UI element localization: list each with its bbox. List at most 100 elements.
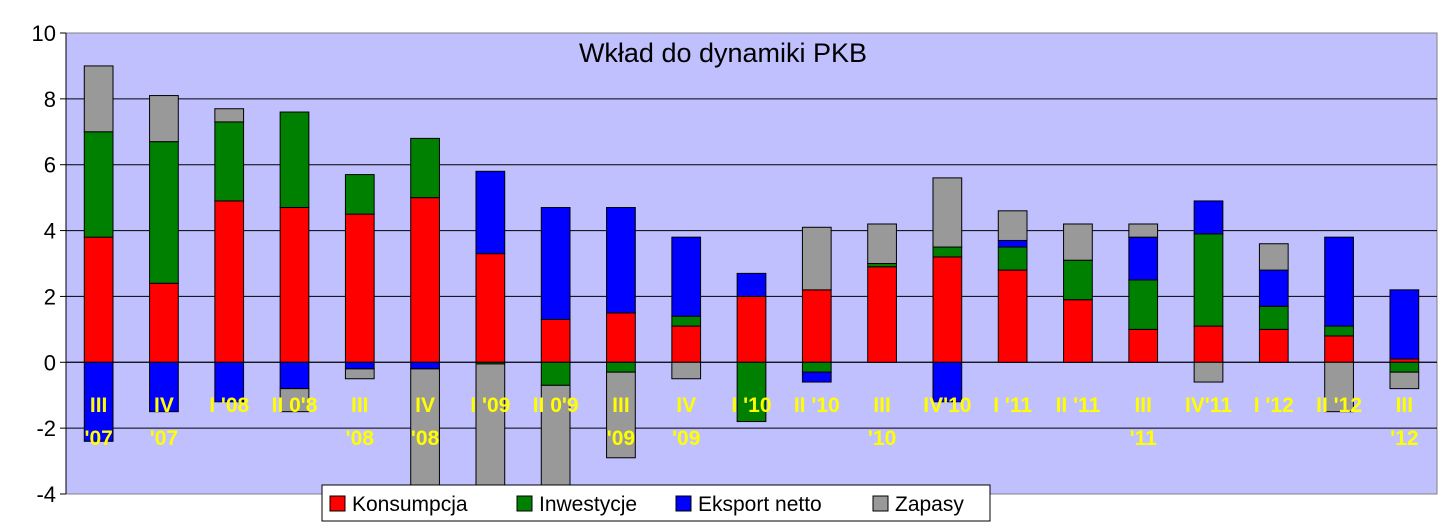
legend-swatch (516, 495, 533, 512)
y-tick-label: 8 (44, 87, 56, 112)
bar-segment (1389, 371, 1420, 390)
bar-segment (1258, 305, 1289, 330)
bar-segment (671, 325, 702, 363)
legend-label: Eksport netto (698, 493, 822, 516)
bar-segment (83, 236, 114, 363)
bar-segment (671, 361, 702, 380)
bar-segment (1128, 236, 1159, 281)
bar-segment (149, 282, 179, 363)
bar-segment (410, 368, 440, 495)
y-tick-label: 10 (32, 21, 56, 46)
bar-segment (279, 361, 310, 390)
bar-segment (149, 141, 179, 284)
chart-title: Wkład do dynamiki PKB (579, 38, 867, 68)
bar-segment (279, 207, 310, 363)
category-label: II 0'8 (272, 394, 318, 417)
bar-segment (1258, 269, 1289, 307)
bar-segment (932, 256, 963, 363)
bar-segment (1324, 236, 1354, 327)
category-label: II '11 (1056, 394, 1101, 417)
bar-segment (671, 315, 702, 327)
category-label: III (612, 394, 630, 417)
bar-segment (606, 371, 636, 459)
bar-segment (932, 246, 963, 258)
legend-swatch (329, 495, 346, 512)
bar-segment (410, 361, 440, 370)
category-label: '07 (84, 427, 112, 450)
category-label: III (1134, 394, 1152, 417)
bar-segment (932, 177, 963, 248)
bar-segment (1128, 279, 1159, 330)
bar-segment (1389, 289, 1420, 360)
category-label: '08 (411, 427, 440, 450)
bar-segment (214, 361, 245, 403)
bar-segment (997, 269, 1028, 363)
legend-label: Inwestycje (539, 493, 637, 516)
y-tick-label: -2 (36, 416, 56, 441)
category-label: III (1396, 394, 1414, 417)
category-labels: III '07 IV '07 I '08 II 0'8 III '08 IV '08 I '09 II… (84, 394, 1418, 450)
legend: Konsumpcja Inwestycje Eksport netto Zapasy (321, 484, 991, 522)
bar-segment (1128, 223, 1159, 238)
bar-segment (475, 170, 506, 255)
bar-segment (149, 95, 179, 143)
bar-segment (801, 289, 832, 363)
bar-segment (279, 388, 310, 413)
bar-segment (606, 207, 636, 314)
bar-segment (475, 253, 506, 363)
category-label: II '10 (794, 394, 840, 417)
bar-segment (736, 361, 767, 423)
category-label: III (351, 394, 369, 417)
y-tick-label: -4 (36, 482, 56, 507)
bar-segment (801, 361, 832, 373)
bar-segment (1063, 223, 1093, 261)
bar-segment (540, 207, 571, 320)
bar-segment (1063, 299, 1093, 363)
bar-segment (801, 371, 832, 383)
category-label: I '11 (993, 394, 1032, 417)
bar-segment (1193, 325, 1224, 363)
bar-segment (344, 361, 375, 370)
category-label: '12 (1390, 427, 1418, 450)
bar-segment (606, 312, 636, 363)
bar-segment (149, 361, 179, 413)
bar-segment (1128, 328, 1159, 363)
category-label: '09 (672, 427, 700, 450)
legend-label: Konsumpcja (352, 493, 468, 516)
bar-segment (606, 361, 636, 373)
category-label: '10 (868, 427, 896, 450)
category-label: I '10 (731, 394, 771, 417)
bar-segment (867, 266, 897, 363)
legend-label: Zapasy (895, 493, 964, 516)
bar-segment (214, 121, 245, 202)
bar-segment (83, 65, 114, 133)
bar-segment (1324, 325, 1354, 337)
category-label: II 0'9 (533, 394, 579, 417)
bar-segment (214, 108, 245, 123)
category-label: I '08 (209, 394, 249, 417)
bar-segment (1324, 361, 1354, 413)
category-label: I '09 (470, 394, 510, 417)
bar-segment (1324, 335, 1354, 363)
legend-swatch (872, 495, 889, 512)
category-label: I '12 (1254, 394, 1294, 417)
y-tick-label: 2 (44, 284, 56, 309)
bar-segment (1063, 259, 1093, 301)
bar-segment (540, 318, 571, 363)
bar-segment (410, 197, 440, 363)
bar-segment (1258, 243, 1289, 271)
bar-segment (410, 137, 440, 199)
bar-segment (1193, 233, 1224, 327)
category-label: IV (154, 394, 174, 417)
category-label: II '12 (1316, 394, 1362, 417)
bar-segment (83, 361, 114, 442)
bar-segment (344, 368, 375, 380)
bar-segment (540, 361, 571, 386)
bar-segment (344, 213, 375, 363)
bar-segment (736, 272, 767, 297)
plot-area (65, 32, 1438, 495)
bar-segment (867, 223, 897, 265)
bar-segment (997, 210, 1028, 241)
bar-segment (801, 226, 832, 291)
